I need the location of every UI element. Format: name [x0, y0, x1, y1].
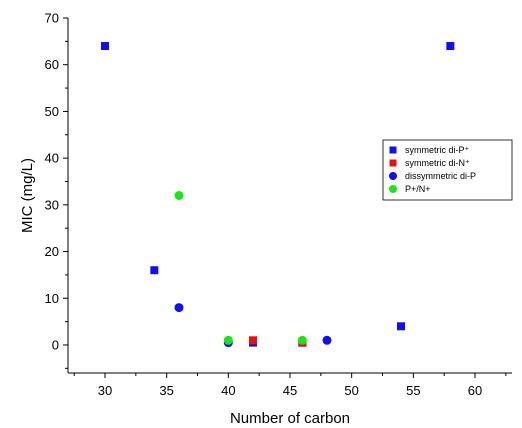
x-tick-label: 60: [468, 383, 482, 398]
legend: symmetric di-P⁺ symmetric di-N⁺ dissymmetr…: [382, 139, 513, 201]
y-ticks: 0 10 20 30 40 50 60 70: [45, 11, 68, 369]
x-tick-label: 45: [283, 383, 297, 398]
y-axis-title: MIC (mg/L): [19, 158, 36, 233]
x-tick-label: 50: [344, 383, 358, 398]
legend-marker: [389, 146, 397, 154]
y-tick-label: 30: [45, 197, 59, 212]
data-point-s0: [397, 322, 405, 331]
x-tick-label: 55: [406, 383, 420, 398]
x-ticks: 30 35 40 45 50 55 60: [73, 373, 507, 398]
x-tick-label: 35: [159, 383, 173, 398]
data-point-s1: [249, 336, 257, 345]
data-point-s3: [297, 335, 307, 345]
legend-box: [382, 139, 513, 201]
y-tick-label: 50: [45, 104, 59, 119]
data-point-s0: [101, 42, 109, 51]
data-point-s2: [322, 335, 332, 345]
y-tick-label: 10: [45, 291, 59, 306]
y-tick-label: 0: [52, 337, 59, 352]
data-points: [101, 42, 455, 348]
data-point-s2: [174, 303, 184, 313]
y-tick-label: 40: [45, 151, 59, 166]
legend-label: symmetric di-P⁺: [405, 145, 470, 155]
data-point-s0: [446, 42, 455, 51]
legend-label: dissymmetric di-P: [405, 171, 476, 181]
x-tick-label: 30: [98, 383, 112, 398]
y-tick-label: 60: [45, 57, 59, 72]
x-tick-label: 40: [221, 383, 235, 398]
legend-marker: [389, 159, 397, 167]
legend-label: P+/N+: [405, 184, 431, 194]
y-tick-label: 20: [45, 244, 59, 259]
x-axis-title: Number of carbon: [230, 410, 350, 427]
legend-label: symmetric di-N⁺: [405, 158, 470, 168]
legend-marker: [389, 185, 397, 193]
y-tick-label: 70: [45, 11, 59, 26]
legend-marker: [389, 172, 397, 180]
data-point-s0: [150, 266, 159, 275]
data-point-s3: [174, 191, 184, 200]
data-point-s3: [223, 335, 233, 345]
